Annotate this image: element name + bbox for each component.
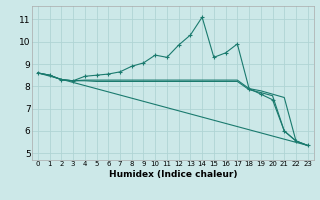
X-axis label: Humidex (Indice chaleur): Humidex (Indice chaleur) [108,170,237,179]
